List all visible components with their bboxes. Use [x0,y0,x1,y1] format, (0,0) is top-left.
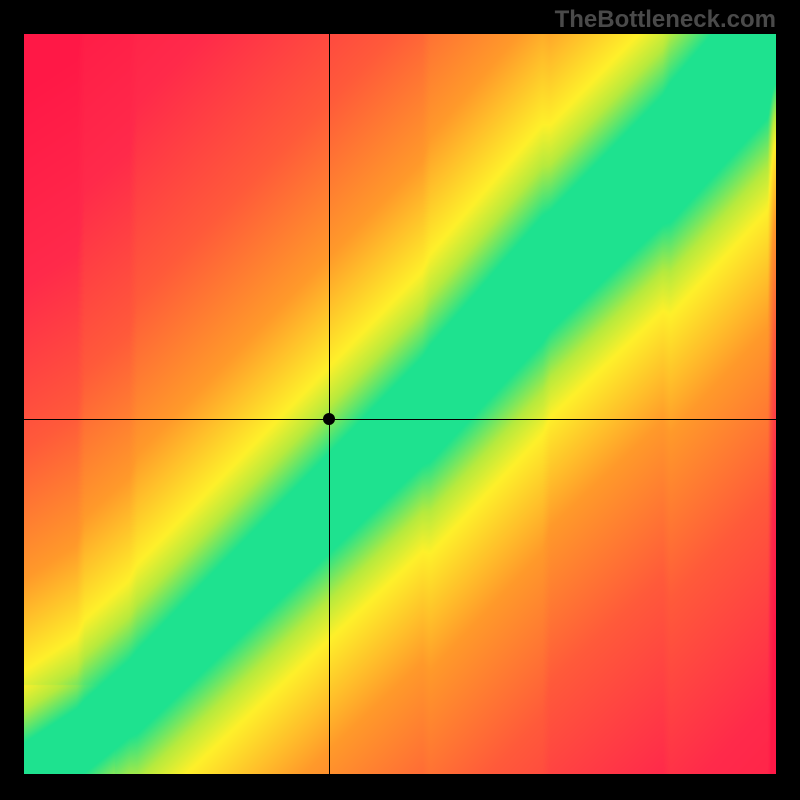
crosshair-horizontal [24,419,776,420]
marker-dot [323,413,335,425]
watermark-text: TheBottleneck.com [555,6,776,34]
heatmap-canvas [24,34,776,774]
bottleneck-heatmap [24,34,776,774]
crosshair-vertical [329,34,330,774]
